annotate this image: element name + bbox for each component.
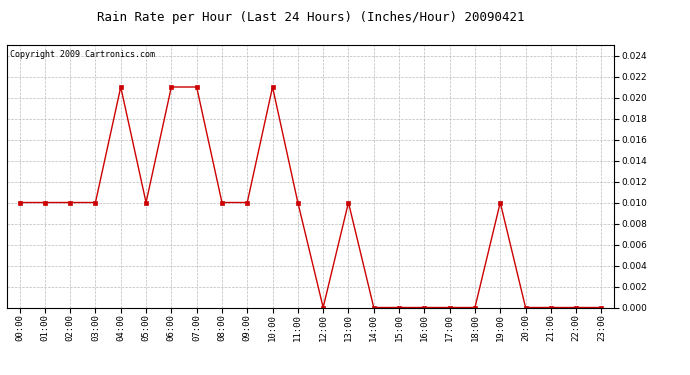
Text: Copyright 2009 Cartronics.com: Copyright 2009 Cartronics.com	[10, 50, 155, 59]
Text: Rain Rate per Hour (Last 24 Hours) (Inches/Hour) 20090421: Rain Rate per Hour (Last 24 Hours) (Inch…	[97, 11, 524, 24]
